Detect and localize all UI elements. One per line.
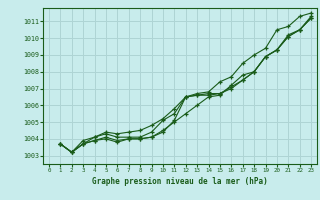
- X-axis label: Graphe pression niveau de la mer (hPa): Graphe pression niveau de la mer (hPa): [92, 177, 268, 186]
